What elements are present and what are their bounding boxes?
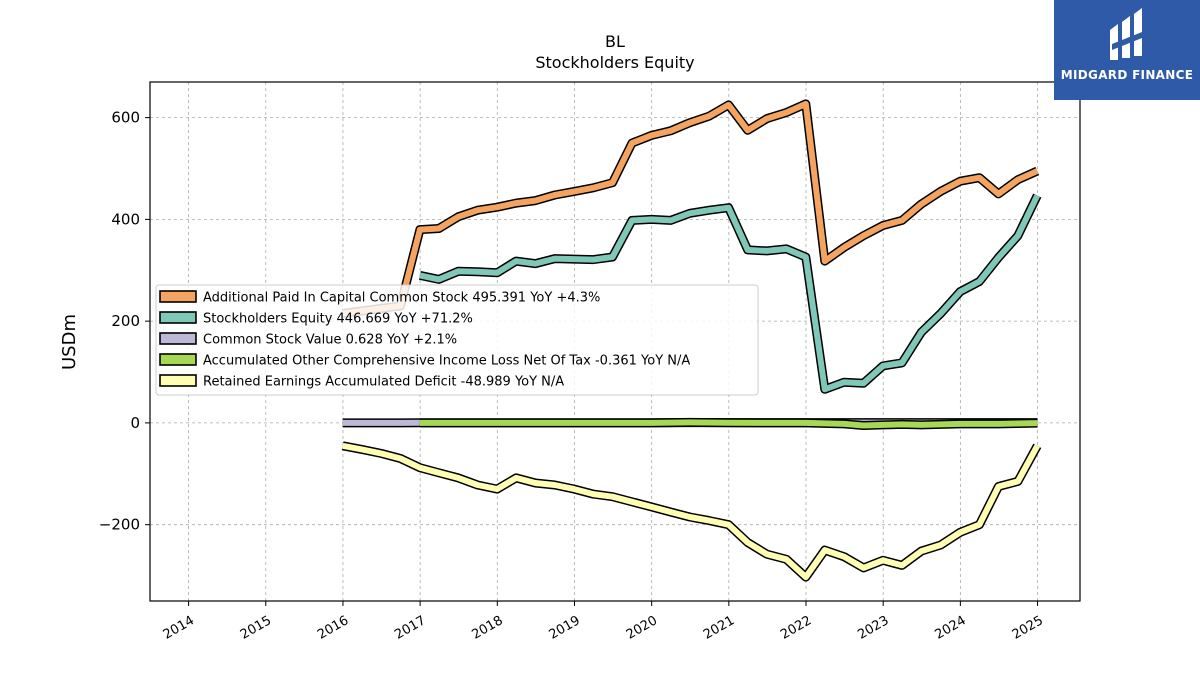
y-tick-label: 400 bbox=[111, 210, 140, 228]
series-line-accumulated-other-comprehensive-income-loss-net-of-tax bbox=[419, 419, 1038, 429]
logo-text: MIDGARD FINANCE bbox=[1060, 68, 1194, 82]
y-tick-label: 600 bbox=[111, 109, 140, 127]
legend-entry: Common Stock Value 0.628 YoY +2.1% bbox=[203, 333, 457, 348]
legend-entry: Additional Paid In Capital Common Stock … bbox=[203, 291, 600, 306]
series-line-retained-earnings-accumulated-deficit bbox=[342, 442, 1040, 581]
series-outline-additional-paid-in-capital-common-stock bbox=[342, 99, 1040, 318]
y-axis-label: USDm bbox=[59, 314, 80, 370]
x-tick-label: 2018 bbox=[469, 613, 505, 643]
x-tick-label: 2025 bbox=[1010, 613, 1046, 643]
series-outline-retained-earnings-accumulated-deficit bbox=[341, 441, 1042, 582]
legend-entry: Stockholders Equity 446.669 YoY +71.2% bbox=[203, 312, 473, 327]
x-tick-label: 2021 bbox=[701, 613, 737, 643]
x-tick-label: 2016 bbox=[315, 613, 351, 643]
x-tick-label: 2020 bbox=[624, 613, 660, 643]
x-tick-label: 2024 bbox=[933, 613, 969, 643]
y-tick-label: 0 bbox=[130, 414, 140, 432]
y-tick-label: 200 bbox=[111, 312, 140, 330]
legend: Additional Paid In Capital Common Stock … bbox=[155, 284, 759, 396]
x-tick-label: 2019 bbox=[547, 613, 583, 643]
legend-swatch bbox=[159, 290, 197, 303]
x-tick-label: 2015 bbox=[238, 613, 274, 643]
logo-mark-icon bbox=[1110, 8, 1142, 60]
chart-subtitle: Stockholders Equity bbox=[535, 53, 694, 72]
x-tick-label: 2014 bbox=[161, 613, 197, 643]
legend-entry: Accumulated Other Comprehensive Income L… bbox=[203, 354, 690, 369]
series-line-additional-paid-in-capital-common-stock bbox=[342, 100, 1039, 317]
y-tick-label: −200 bbox=[99, 516, 140, 534]
midgard-finance-logo: MIDGARD FINANCE bbox=[1054, 0, 1200, 100]
y-ticks: −200 0 200 400 600 bbox=[99, 109, 150, 534]
x-tick-label: 2022 bbox=[778, 613, 814, 643]
x-tick-label: 2017 bbox=[392, 613, 428, 643]
chart-title: BL bbox=[605, 32, 625, 51]
series-line-stockholders-equity bbox=[419, 194, 1041, 393]
legend-swatch bbox=[159, 374, 197, 387]
x-tick-label: 2023 bbox=[855, 613, 891, 643]
x-ticks: 2014 2015 2016 2017 2018 2019 2020 2021 2022 2023… bbox=[161, 601, 1046, 643]
legend-swatch bbox=[159, 311, 197, 324]
plot-frame bbox=[149, 81, 1081, 602]
legend-swatch bbox=[159, 353, 197, 366]
legend-entry: Retained Earnings Accumulated Deficit -4… bbox=[203, 375, 564, 390]
legend-box bbox=[155, 284, 759, 396]
legend-swatch bbox=[159, 332, 197, 345]
series-group bbox=[341, 99, 1042, 582]
